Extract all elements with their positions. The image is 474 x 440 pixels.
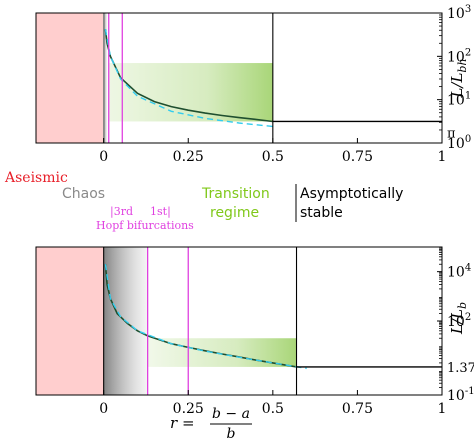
transition-label-line2: regime — [210, 205, 259, 221]
transition-label-line1: Transition — [201, 186, 270, 202]
y-tick-label: 104 — [447, 263, 471, 281]
x-tick-label: 0.75 — [342, 401, 373, 417]
x-tick-label: 0.25 — [173, 149, 204, 165]
x-tick-label: 0.25 — [173, 401, 204, 417]
y-tick-label: 102 — [447, 47, 471, 65]
asymptotic-approximation-series — [104, 264, 307, 370]
x-label-denominator: b — [227, 426, 236, 440]
first-hopf-label: 1st| — [150, 205, 171, 219]
chaos-region — [103, 13, 108, 143]
y-tick-label: 10-1 — [447, 386, 474, 404]
bottom-y-axis-label: L/Lb — [448, 302, 469, 335]
x-tick-label: 0.5 — [262, 149, 284, 165]
third-hopf-label: |3rd — [110, 205, 133, 219]
x-tick-label: 0.5 — [262, 401, 284, 417]
aseismic-region — [36, 13, 104, 143]
x-tick-label: 0.75 — [342, 149, 373, 165]
x-tick-label: 0 — [99, 149, 108, 165]
top-y-axis-label: L/Lbh — [448, 58, 469, 98]
y-tick-label: 103 — [447, 4, 471, 22]
plot-frame — [35, 12, 443, 144]
asymptotic-approximation-series — [104, 29, 273, 128]
x-tick-label: 0 — [99, 401, 108, 417]
x-tick-label: 1 — [438, 401, 447, 417]
asymptote-value-label: π — [447, 126, 456, 141]
hopf-label: Hopf bifurcations — [96, 219, 194, 232]
y-tick-label: 101 — [447, 91, 471, 109]
y-tick-label: 100 — [447, 134, 471, 152]
asymptotic-label-line2: stable — [300, 205, 343, 221]
x-label-numerator: b − a — [212, 406, 250, 422]
x-label-lhs: r = — [170, 414, 195, 432]
x-tick-label: 1 — [438, 149, 447, 165]
aseismic-region — [36, 247, 104, 395]
asymptote-value-label: 1.3774 — [447, 361, 474, 376]
bottom-panel: 0 0.25 0.5 0.75 110-1 102 104 1.3774 — [35, 246, 474, 417]
asymptotic-label-line1: Asymptotically — [300, 186, 403, 202]
numerical-solution-series — [104, 29, 273, 123]
regime-labels: Aseismic Chaos |3rd 1st| Hopf bifurcatio… — [4, 170, 403, 232]
chaos-label: Chaos — [62, 186, 105, 202]
aseismic-label: Aseismic — [4, 170, 68, 186]
x-axis-label: r = b − a b — [170, 406, 252, 440]
y-tick-label: 102 — [447, 312, 471, 330]
